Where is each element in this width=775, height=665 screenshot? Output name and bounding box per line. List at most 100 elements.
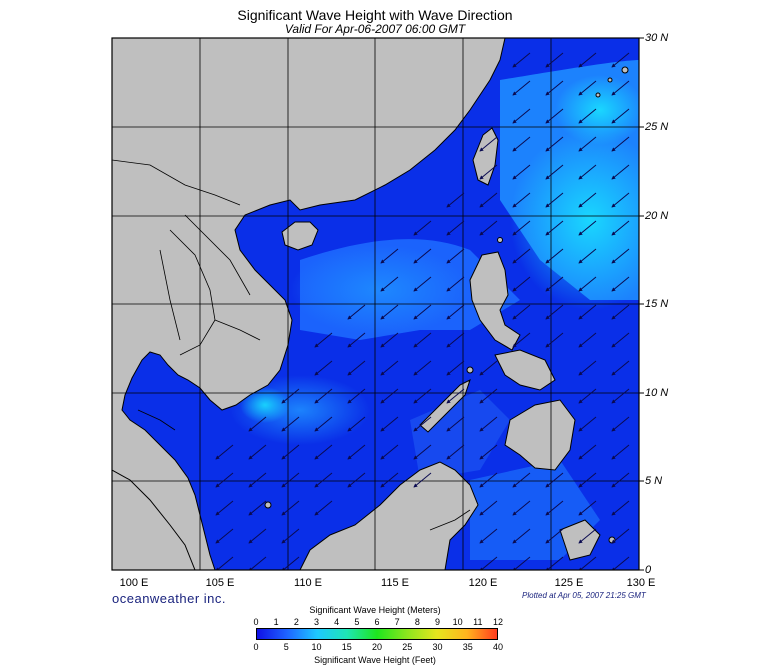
- wave-direction-arrow: [578, 416, 597, 432]
- wave-direction-arrow: [446, 444, 465, 460]
- wave-direction-arrow: [281, 444, 300, 460]
- wave-direction-arrow: [512, 220, 531, 236]
- wave-direction-arrow: [611, 220, 630, 236]
- wave-direction-arrow: [512, 276, 531, 292]
- lat-label-0: 0: [645, 564, 652, 576]
- sumatra-island: [112, 469, 196, 570]
- wave-direction-arrow: [578, 500, 597, 516]
- wave-direction-arrow: [413, 444, 432, 460]
- borneo-island: [299, 461, 479, 570]
- wave-direction-arrow: [479, 472, 498, 488]
- luzon-island: [469, 251, 521, 351]
- wave-direction-arrow: [314, 360, 333, 376]
- colorbar-meter-tick: 10: [452, 617, 463, 627]
- mindanao-island: [504, 399, 576, 471]
- wave-direction-arrow: [380, 416, 399, 432]
- wave-direction-arrow: [215, 500, 234, 516]
- wave-direction-arrow: [545, 332, 564, 348]
- lat-label-20n: 20 N: [645, 210, 669, 222]
- lat-label-10n: 10 N: [645, 387, 669, 399]
- wave-height-colorbar: [256, 628, 498, 640]
- wave-direction-arrow: [512, 528, 531, 544]
- lon-label-115e: 115 E: [381, 577, 409, 589]
- wave-direction-arrow: [611, 276, 630, 292]
- colorbar-meter-tick: 8: [414, 617, 420, 627]
- wave-direction-arrow: [446, 220, 465, 236]
- lat-label-30n: 30 N: [645, 32, 669, 44]
- wave-direction-arrow: [413, 220, 432, 236]
- wave-direction-arrow: [611, 556, 630, 570]
- wave-direction-arrow: [578, 556, 597, 570]
- wave-direction-arrow: [545, 52, 564, 68]
- wave-direction-arrow: [413, 388, 432, 404]
- wave-direction-arrow: [578, 192, 597, 208]
- wave-direction-arrow: [611, 444, 630, 460]
- wave-direction-arrow: [611, 192, 630, 208]
- colorbar-feet-tick: 15: [341, 642, 352, 652]
- colorbar-meter-tick: 1: [273, 617, 279, 627]
- wave-direction-arrow: [281, 528, 300, 544]
- wave-direction-arrow: [578, 528, 597, 544]
- wave-direction-arrow: [314, 472, 333, 488]
- wave-direction-arrow: [248, 472, 267, 488]
- wave-direction-arrow: [380, 332, 399, 348]
- wave-direction-arrow: [446, 276, 465, 292]
- colorbar-feet-tick: 35: [462, 642, 473, 652]
- wave-direction-arrow: [248, 556, 267, 570]
- wave-direction-arrow: [479, 192, 498, 208]
- wave-direction-arrow: [479, 388, 498, 404]
- wave-direction-arrow: [611, 52, 630, 68]
- wave-direction-arrow: [215, 556, 234, 570]
- wave-direction-arrow: [611, 248, 630, 264]
- wave-direction-arrow: [512, 80, 531, 96]
- wave-direction-arrow: [479, 556, 498, 570]
- wave-direction-arrow: [479, 220, 498, 236]
- map-title: Significant Wave Height with Wave Direct…: [237, 7, 513, 23]
- wave-direction-arrow: [413, 304, 432, 320]
- wave-direction-arrow: [545, 472, 564, 488]
- wave-direction-arrow: [512, 164, 531, 180]
- wave-direction-arrow: [545, 220, 564, 236]
- wave-direction-arrow: [215, 472, 234, 488]
- colorbar-title-feet: Significant Wave Height (Feet): [314, 655, 436, 665]
- asia-mainland: [112, 38, 506, 570]
- wave-direction-arrow: [347, 444, 366, 460]
- wave-direction-arrow: [578, 136, 597, 152]
- colorbar-meter-tick: 9: [434, 617, 440, 627]
- wave-direction-arrow: [413, 248, 432, 264]
- axis-ticks: [639, 37, 644, 571]
- taiwan-island: [472, 127, 499, 186]
- wave-direction-arrow: [446, 248, 465, 264]
- lon-label-130e: 130 E: [626, 577, 656, 589]
- wave-direction-arrow: [512, 248, 531, 264]
- wave-direction-arrow: [281, 416, 300, 432]
- wave-direction-arrow: [611, 304, 630, 320]
- hainan-island: [281, 221, 319, 251]
- wave-direction-arrow: [578, 220, 597, 236]
- wave-direction-arrow: [380, 360, 399, 376]
- wave-direction-arrow: [545, 500, 564, 516]
- wave-direction-arrow: [380, 388, 399, 404]
- wave-direction-arrow: [578, 108, 597, 124]
- wave-direction-arrow: [413, 416, 432, 432]
- wave-direction-arrow: [578, 360, 597, 376]
- wave-direction-arrow: [611, 500, 630, 516]
- wave-direction-arrow: [512, 332, 531, 348]
- wave-direction-arrow: [545, 528, 564, 544]
- lon-label-120e: 120 E: [468, 577, 498, 589]
- colorbar-feet-tick: 20: [371, 642, 382, 652]
- wave-direction-arrow: [512, 192, 531, 208]
- wave-direction-arrow: [611, 472, 630, 488]
- lon-label-125e: 125 E: [554, 577, 584, 589]
- wave-direction-arrow: [380, 444, 399, 460]
- wave-direction-arrow: [446, 332, 465, 348]
- wave-direction-arrow: [611, 332, 630, 348]
- wave-direction-arrow: [413, 472, 432, 488]
- wave-direction-arrow: [380, 276, 399, 292]
- wave-direction-arrow: [578, 388, 597, 404]
- wave-direction-arrow: [413, 360, 432, 376]
- wave-direction-arrow: [512, 556, 531, 570]
- wave-direction-arrow: [578, 80, 597, 96]
- wave-direction-arrow: [611, 136, 630, 152]
- plotted-timestamp: Plotted at Apr 05, 2007 21:25 GMT: [522, 591, 646, 600]
